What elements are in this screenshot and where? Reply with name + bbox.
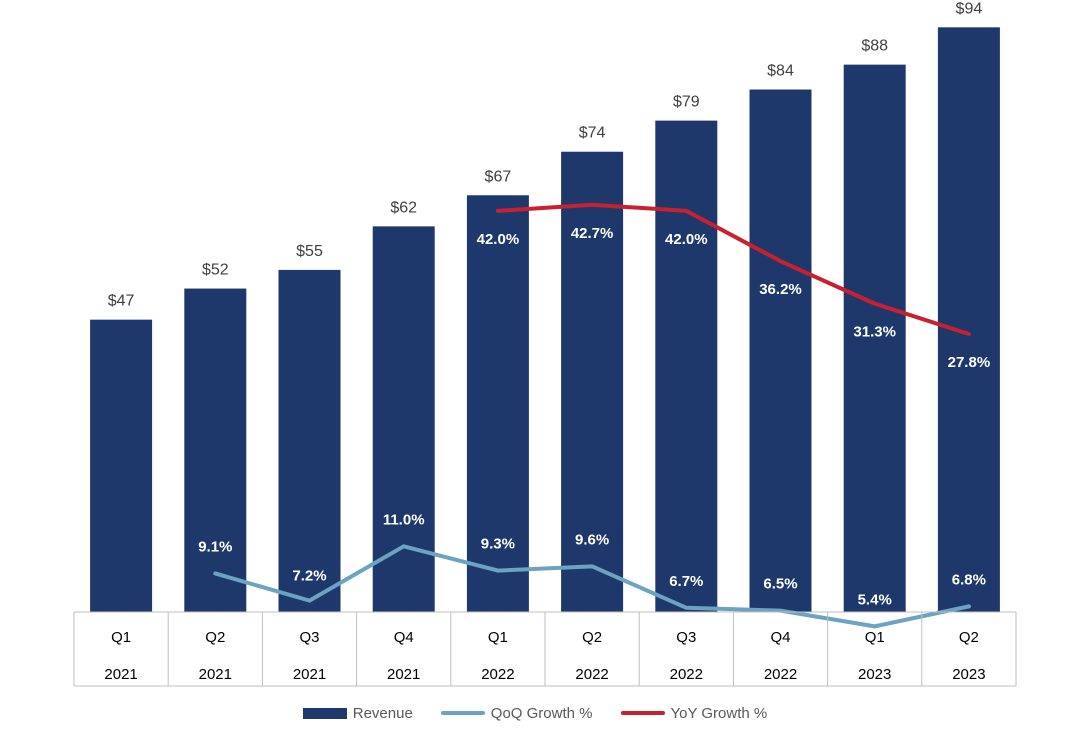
qoq-label: 9.6% [575,531,609,548]
yoy-label: 31.3% [853,324,896,341]
revenue-bar-label: $84 [767,63,794,80]
qoq-label: 7.2% [292,568,326,585]
x-tick-quarter: Q1 [488,629,508,646]
qoq-line [213,544,971,629]
revenue-bar [937,27,1000,612]
legend-label-qoq: QoQ Growth % [490,704,593,722]
x-tick-year: 2021 [199,666,232,683]
x-tick-year: 2022 [575,666,608,683]
qoq-label: 9.3% [481,536,515,553]
revenue-bar-label: $67 [485,168,512,185]
legend-item-yoy: YoY Growth % [620,704,768,722]
revenue-bar-label: $52 [202,262,229,279]
yoy-line [495,202,971,336]
x-tick-year: 2022 [481,666,514,683]
revenue-bar-label: $47 [108,293,135,310]
x-axis-table: Q1 2021 Q2 2021 Q3 2021 Q4 2021 Q1 2022 Q2 2022 Q3 20… [73,611,1017,687]
revenue-bar [749,89,812,612]
legend: Revenue QoQ Growth % YoY Growth % [0,702,1070,724]
yoy-label: 42.0% [477,231,520,248]
legend-swatch-revenue [302,707,347,719]
revenue-bars [90,27,1000,613]
legend-label-revenue: Revenue [352,704,413,722]
revenue-bar [184,288,247,612]
x-tick-quarter: Q2 [205,629,225,646]
x-tick-year: 2021 [387,666,420,683]
legend-swatch-yoy [620,711,665,715]
x-tick-quarter: Q3 [676,629,696,646]
legend-swatch-qoq [440,711,485,715]
qoq-label: 6.5% [763,576,797,593]
qoq-label: 6.8% [952,571,986,588]
revenue-bar-label: $88 [861,38,888,55]
x-tick-quarter: Q1 [111,629,131,646]
revenue-bar [372,226,435,613]
x-tick-quarter: Q2 [959,629,979,646]
x-tick-year: 2021 [293,666,326,683]
revenue-bar-label: $79 [673,94,700,111]
qoq-label: 5.4% [858,591,892,608]
revenue-bar-label: $94 [956,0,983,17]
x-tick-year: 2023 [952,666,985,683]
legend-item-qoq: QoQ Growth % [440,704,593,722]
growth-lines [213,202,971,629]
qoq-label: 9.1% [198,538,232,555]
yoy-label: 42.0% [665,231,708,248]
revenue-bar [655,120,718,613]
legend-label-yoy: YoY Growth % [670,704,768,722]
revenue-bar-label: $74 [579,125,606,142]
data-labels: $47 $52 $55 $62 $67 $74 $79 $84 $88 $94 9.1% 7.2% 11… [108,0,990,608]
qoq-label: 11.0% [383,511,425,528]
x-tick-year: 2022 [670,666,703,683]
revenue-bar [561,151,624,612]
chart: $47 $52 $55 $62 $67 $74 $79 $84 $88 $94 9.1% 7.2% 11… [73,0,1017,687]
x-tick-quarter: Q2 [582,629,602,646]
x-tick-quarter: Q3 [299,629,319,646]
revenue-bar [90,319,153,612]
x-tick-year: 2023 [858,666,891,683]
revenue-bar [278,269,341,612]
x-tick-year: 2021 [104,666,137,683]
revenue-bar-label: $62 [390,199,417,216]
x-tick-quarter: Q4 [394,629,414,646]
revenue-bar [466,195,529,612]
revenue-bar-label: $55 [296,243,323,260]
legend-item-revenue: Revenue [302,704,413,722]
x-tick-year: 2022 [764,666,797,683]
x-tick-quarter: Q1 [865,629,885,646]
yoy-label: 42.7% [571,225,614,242]
yoy-label: 36.2% [759,281,802,298]
x-tick-quarter: Q4 [770,629,790,646]
revenue-bar [843,64,906,612]
yoy-label: 27.8% [948,354,991,371]
qoq-label: 6.7% [669,573,703,590]
